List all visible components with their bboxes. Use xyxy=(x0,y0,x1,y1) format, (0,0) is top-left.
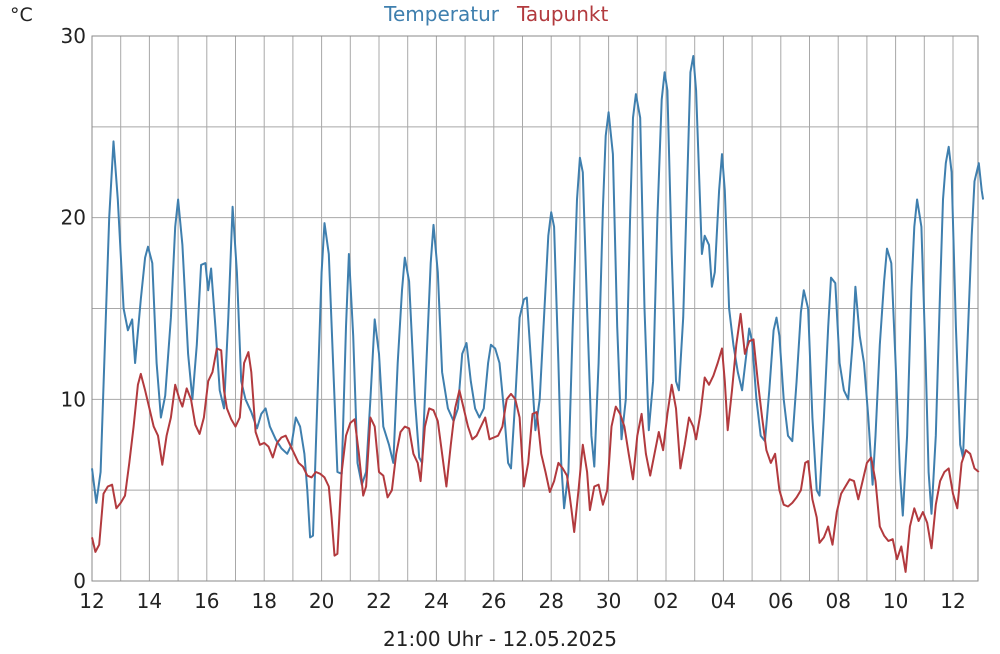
y-tick-label: 10 xyxy=(61,387,86,411)
x-tick-label: 02 xyxy=(653,589,678,613)
axes: 0 10 20 30 12 14 16 18 20 22 24 26 28 30 02 04 06 08 10 12 xyxy=(61,24,966,613)
y-tick-label: 30 xyxy=(61,24,86,48)
legend-temperature: Temperatur xyxy=(383,2,500,26)
series-layer xyxy=(91,55,985,573)
plot-border xyxy=(91,35,979,582)
legend-dewpoint: Taupunkt xyxy=(516,2,608,26)
y-unit-label: °C xyxy=(10,4,33,26)
series-line-temperature xyxy=(91,55,985,539)
series-line-dewpoint xyxy=(91,312,980,573)
y-tick-label: 20 xyxy=(61,206,86,230)
grid xyxy=(91,35,979,582)
y-tick-label: 0 xyxy=(73,569,86,593)
x-tick-label: 14 xyxy=(137,589,162,613)
x-tick-label: 18 xyxy=(251,589,276,613)
x-tick-label: 16 xyxy=(194,589,219,613)
x-tick-label: 30 xyxy=(596,589,621,613)
x-tick-label: 06 xyxy=(768,589,793,613)
x-tick-label: 08 xyxy=(825,589,850,613)
x-tick-label: 12 xyxy=(79,589,104,613)
x-tick-label: 24 xyxy=(424,589,449,613)
x-tick-label: 10 xyxy=(883,589,908,613)
chart-footer-timestamp: 21:00 Uhr - 12.05.2025 xyxy=(383,627,617,650)
x-tick-label: 04 xyxy=(711,589,736,613)
x-tick-label: 26 xyxy=(481,589,506,613)
x-tick-label: 20 xyxy=(309,589,334,613)
x-tick-label: 12 xyxy=(940,589,965,613)
x-tick-label: 22 xyxy=(366,589,391,613)
x-tick-label: 28 xyxy=(538,589,563,613)
